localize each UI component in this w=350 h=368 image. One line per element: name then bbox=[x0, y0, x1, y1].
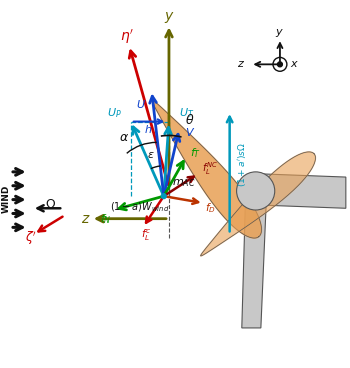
Circle shape bbox=[161, 194, 166, 199]
Text: $V$: $V$ bbox=[184, 126, 195, 138]
Text: $x$: $x$ bbox=[290, 59, 299, 69]
Text: $f_N$: $f_N$ bbox=[100, 212, 112, 226]
Text: $U_T$: $U_T$ bbox=[179, 106, 195, 120]
Text: $z$: $z$ bbox=[237, 59, 245, 69]
Polygon shape bbox=[242, 206, 266, 328]
Text: $h$: $h$ bbox=[144, 123, 152, 135]
Text: $\theta$: $\theta$ bbox=[185, 113, 195, 127]
Text: $(1-a)W_{wind}$: $(1-a)W_{wind}$ bbox=[110, 201, 169, 214]
Text: $U$: $U$ bbox=[136, 98, 146, 110]
Text: $m_{AC}$: $m_{AC}$ bbox=[173, 177, 196, 189]
Text: $U_P$: $U_P$ bbox=[107, 106, 122, 120]
Text: $\zeta'$: $\zeta'$ bbox=[25, 230, 37, 247]
Text: $\eta'$: $\eta'$ bbox=[120, 28, 134, 46]
Text: $f_D$: $f_D$ bbox=[205, 201, 216, 215]
Text: $f_L^c$: $f_L^c$ bbox=[141, 227, 152, 243]
Text: WIND: WIND bbox=[1, 185, 10, 213]
Text: $y$: $y$ bbox=[163, 10, 174, 25]
Text: $f_T$: $f_T$ bbox=[190, 146, 201, 160]
Polygon shape bbox=[254, 174, 346, 208]
Text: $(1+a')s\Omega$: $(1+a')s\Omega$ bbox=[236, 142, 248, 187]
Text: $\Omega$: $\Omega$ bbox=[46, 198, 57, 210]
Circle shape bbox=[237, 172, 275, 210]
Text: $z$: $z$ bbox=[81, 212, 91, 226]
Text: $\alpha$: $\alpha$ bbox=[119, 131, 129, 144]
Polygon shape bbox=[201, 152, 315, 256]
Text: $\varepsilon$: $\varepsilon$ bbox=[147, 149, 154, 159]
Text: $f_L^{NC}$: $f_L^{NC}$ bbox=[202, 160, 218, 177]
Text: $y$: $y$ bbox=[275, 27, 285, 39]
Polygon shape bbox=[152, 100, 261, 238]
Circle shape bbox=[278, 62, 282, 67]
